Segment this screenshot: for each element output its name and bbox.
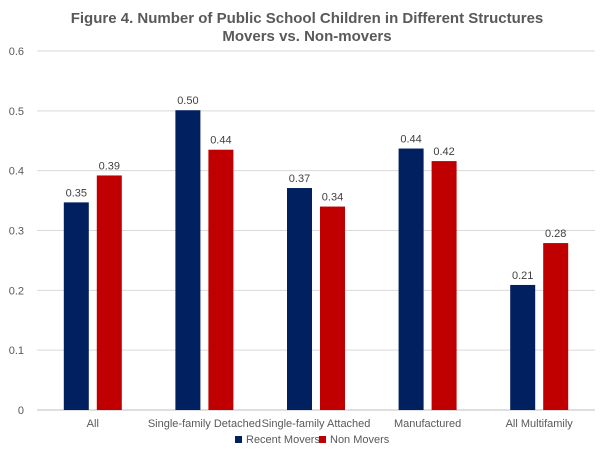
y-tick-label: 0.6 — [9, 46, 24, 58]
data-label: 0.35 — [66, 187, 87, 199]
bar-non-movers — [320, 206, 345, 410]
bar-recent-movers — [510, 284, 536, 410]
chart-title-line2: Movers vs. Non-movers — [222, 28, 391, 45]
data-label: 0.21 — [512, 270, 533, 282]
legend-label: Non Movers — [330, 434, 390, 446]
gridlines — [37, 50, 595, 411]
bar-non-movers — [208, 149, 234, 410]
bar-recent-movers — [287, 188, 312, 410]
x-category-label: Manufactured — [394, 418, 461, 430]
x-category-label: All Multifamily — [506, 418, 574, 430]
data-label: 0.28 — [545, 228, 566, 240]
data-label: 0.44 — [210, 135, 231, 147]
y-axis-ticks: 0 0.1 0.2 0.3 0.4 0.5 0.6 — [9, 46, 24, 417]
data-labels: 0.35 0.39 0.50 0.44 0.37 0.34 0.44 0.42 0.21 0.28 — [66, 95, 567, 282]
bar-non-movers — [431, 161, 457, 410]
legend-label: Recent Movers — [246, 434, 320, 446]
data-label: 0.44 — [400, 134, 421, 146]
bar-non-movers — [543, 243, 569, 410]
y-tick-label: 0 — [18, 405, 24, 417]
chart-title-line1: Figure 4. Number of Public School Childr… — [71, 10, 544, 27]
x-category-label: All — [87, 418, 99, 430]
y-tick-label: 0.1 — [9, 345, 24, 357]
legend-swatch — [235, 436, 242, 443]
bars — [63, 110, 569, 411]
bar-recent-movers — [398, 148, 424, 411]
y-tick-label: 0.5 — [9, 106, 24, 118]
data-label: 0.37 — [289, 173, 310, 185]
x-category-label: Single-family Detached — [148, 418, 261, 430]
x-category-label: Single-family Attached — [262, 418, 371, 430]
y-tick-label: 0.4 — [9, 166, 24, 178]
data-label: 0.39 — [99, 160, 120, 172]
bar-recent-movers — [63, 202, 89, 410]
y-tick-label: 0.2 — [9, 285, 24, 297]
data-label: 0.34 — [322, 192, 343, 204]
data-label: 0.50 — [177, 95, 198, 107]
legend: Recent Movers Non Movers — [235, 434, 390, 446]
bar-non-movers — [96, 175, 122, 410]
y-tick-label: 0.3 — [9, 226, 24, 238]
legend-swatch — [319, 436, 326, 443]
x-axis-categories: All Single-family Detached Single-family A… — [87, 418, 574, 430]
bar-recent-movers — [175, 110, 201, 411]
data-label: 0.42 — [433, 146, 454, 158]
